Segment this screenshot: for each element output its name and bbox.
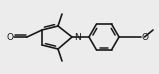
Text: O: O bbox=[6, 32, 13, 42]
Text: O: O bbox=[141, 32, 148, 42]
Text: N: N bbox=[74, 32, 81, 42]
